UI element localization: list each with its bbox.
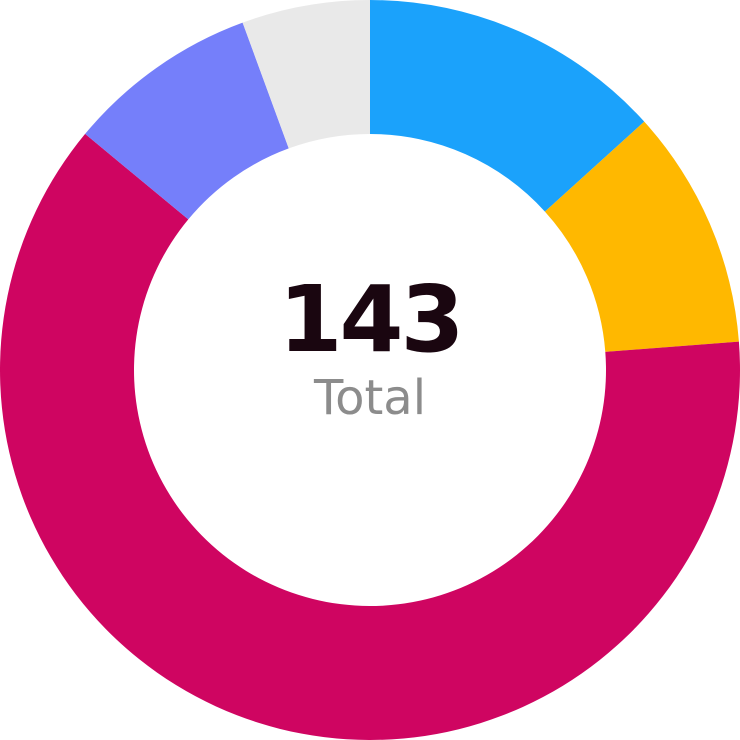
donut-slice-5[interactable]	[242, 0, 370, 149]
donut-slice-3[interactable]	[0, 133, 740, 740]
donut-slice-4[interactable]	[85, 22, 289, 220]
donut-slice-2[interactable]	[544, 121, 739, 352]
donut-slice-1[interactable]	[370, 0, 645, 212]
